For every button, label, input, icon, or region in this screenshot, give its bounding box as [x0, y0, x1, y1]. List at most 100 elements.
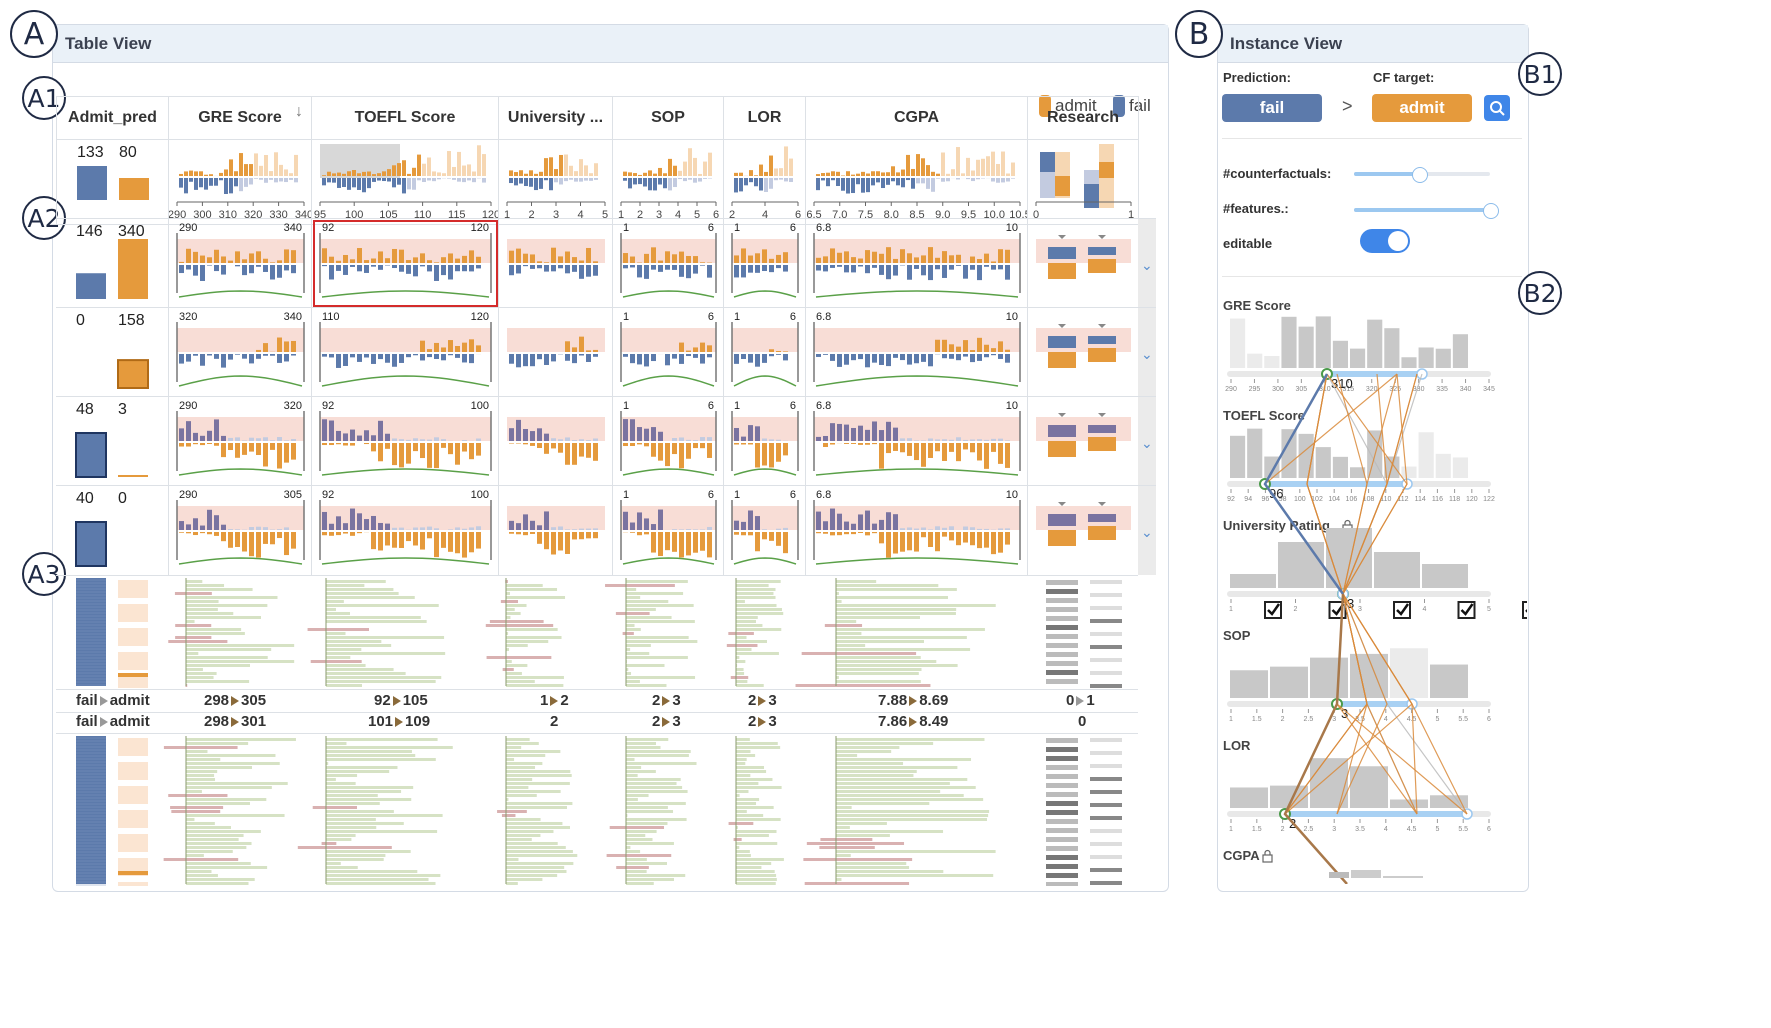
- subgroup-bar: [865, 354, 870, 368]
- subgroup-feature-chart[interactable]: 6.8 10: [805, 486, 1028, 575]
- instance-delta-bar: [626, 656, 688, 659]
- subgroup-row[interactable]: 48 3 290 320 92 100 1 6 1 6 6.8 10 ⌄: [56, 396, 1156, 486]
- overview-gre-cell[interactable]: 290 300 310 320 330 340: [168, 139, 312, 225]
- subgroup-feature-chart[interactable]: 92 100: [311, 486, 499, 575]
- expand-column[interactable]: ⌄: [1138, 486, 1156, 575]
- subgroup-feature-chart[interactable]: 6.8 10: [805, 308, 1028, 397]
- subgroup-feature-chart[interactable]: 6.8 10: [805, 397, 1028, 486]
- instance-delta-bar: [307, 628, 370, 631]
- col-cgpa[interactable]: CGPA: [805, 96, 1028, 140]
- axis-tick-label: 345: [1483, 386, 1495, 393]
- subgroup-feature-chart[interactable]: 290 320: [168, 397, 312, 486]
- overview-bar: [881, 178, 885, 189]
- overview-bar: [589, 178, 593, 181]
- chevron-down-icon[interactable]: ⌄: [1141, 435, 1153, 451]
- instance-delta-bar: [836, 818, 987, 821]
- subgroup-feature-chart[interactable]: [498, 219, 613, 308]
- search-button[interactable]: [1484, 95, 1510, 121]
- subgroup-bar: [291, 340, 296, 352]
- subgroup-feature-chart[interactable]: [1027, 397, 1139, 486]
- overview-bar: [846, 178, 850, 194]
- subgroup-feature-chart[interactable]: [498, 486, 613, 575]
- col-gre[interactable]: GRE Score ↓: [168, 96, 312, 140]
- subgroup-bar: [242, 443, 247, 455]
- prediction-button[interactable]: fail: [1222, 94, 1322, 122]
- subgroup-feature-chart[interactable]: [498, 308, 613, 397]
- subgroup-bar: [221, 532, 226, 542]
- chevron-down-icon[interactable]: ⌄: [1141, 346, 1153, 362]
- col-research[interactable]: Research: [1027, 96, 1139, 140]
- table-header-row: Admit_pred GRE Score ↓ TOEFL Score Univer…: [56, 96, 1139, 140]
- brush-region: [320, 144, 400, 178]
- subgroup-bar: [392, 527, 397, 530]
- subgroup-feature-chart[interactable]: [1027, 486, 1139, 575]
- expand-column[interactable]: ⌄: [1138, 397, 1156, 486]
- col-lor[interactable]: LOR: [723, 96, 806, 140]
- subgroup-bar: [476, 532, 481, 549]
- overview-bar: [991, 178, 995, 182]
- sort-down-icon[interactable]: ↓: [295, 103, 303, 120]
- counterfactuals-slider-thumb[interactable]: [1412, 167, 1429, 183]
- overview-bar: [462, 178, 466, 183]
- subgroup-feature-chart[interactable]: 92 100: [311, 397, 499, 486]
- col-sop[interactable]: SOP: [612, 96, 724, 140]
- features-slider-thumb[interactable]: [1483, 203, 1499, 219]
- feature-histogram-bar: [1315, 447, 1331, 478]
- research-bar: [1048, 441, 1076, 457]
- overview-toefl-cell[interactable]: 95 100 105 110 115 120: [311, 139, 499, 225]
- subgroup-row[interactable]: 40 0 290 305 92 100 1 6 1 6 6.8 10 ⌄: [56, 485, 1156, 575]
- instance-list-block: [56, 733, 1138, 900]
- expand-column[interactable]: ⌄: [1138, 219, 1156, 308]
- col-toefl[interactable]: TOEFL Score: [311, 96, 499, 140]
- overview-cgpa-cell[interactable]: 6.57.07.58.08.59.09.510.010.5: [805, 139, 1028, 225]
- cf-target-button[interactable]: admit: [1372, 94, 1472, 122]
- subgroup-feature-chart[interactable]: 290 305: [168, 486, 312, 575]
- chevron-down-icon[interactable]: ⌄: [1141, 524, 1153, 540]
- overview-bar: [519, 178, 523, 184]
- range-min-label: 1: [734, 311, 740, 323]
- axis-tick-label: 112: [1397, 496, 1408, 503]
- col-admit-pred[interactable]: Admit_pred: [56, 96, 169, 140]
- subgroup-feature-chart[interactable]: 6.8 10: [805, 219, 1028, 308]
- subgroup-row[interactable]: 146 340 290 340 92 120 1 6 1 6 6.8 10 ⌄: [56, 218, 1156, 308]
- axis-tick-label: 2: [1281, 716, 1285, 723]
- subgroup-bar: [350, 508, 355, 530]
- subgroup-bar: [914, 440, 919, 441]
- arrow-label: >: [1342, 96, 1353, 116]
- subgroup-feature-chart[interactable]: 290 340: [168, 219, 312, 308]
- subgroup-bar: [886, 443, 891, 454]
- summary1-gre-to: 305: [241, 692, 267, 709]
- subgroup-row[interactable]: 0 158 320 340 110 120 1 6 1 6 6.8 10 ⌄: [56, 307, 1156, 397]
- subgroup-feature-chart[interactable]: [1027, 219, 1139, 308]
- instance-delta-bar: [626, 652, 650, 655]
- subgroup-bar: [516, 419, 521, 441]
- range-min-label: 1: [623, 489, 629, 501]
- subgroup-feature-chart[interactable]: [498, 397, 613, 486]
- subgroup-feature-chart[interactable]: [1027, 308, 1139, 397]
- expand-column[interactable]: ⌄: [1138, 308, 1156, 397]
- subgroup-feature-chart[interactable]: 320 340: [168, 308, 312, 397]
- col-university[interactable]: University ...: [498, 96, 613, 140]
- instance-delta-bar: [186, 802, 250, 805]
- subgroup-bar: [329, 256, 334, 263]
- subgroup-feature-chart[interactable]: 110 120: [311, 308, 499, 397]
- chevron-down-icon[interactable]: ⌄: [1141, 257, 1153, 273]
- subgroup-feature-chart[interactable]: 92 120: [311, 219, 499, 308]
- editable-toggle[interactable]: [1360, 229, 1410, 253]
- subgroup-bar: [523, 428, 528, 441]
